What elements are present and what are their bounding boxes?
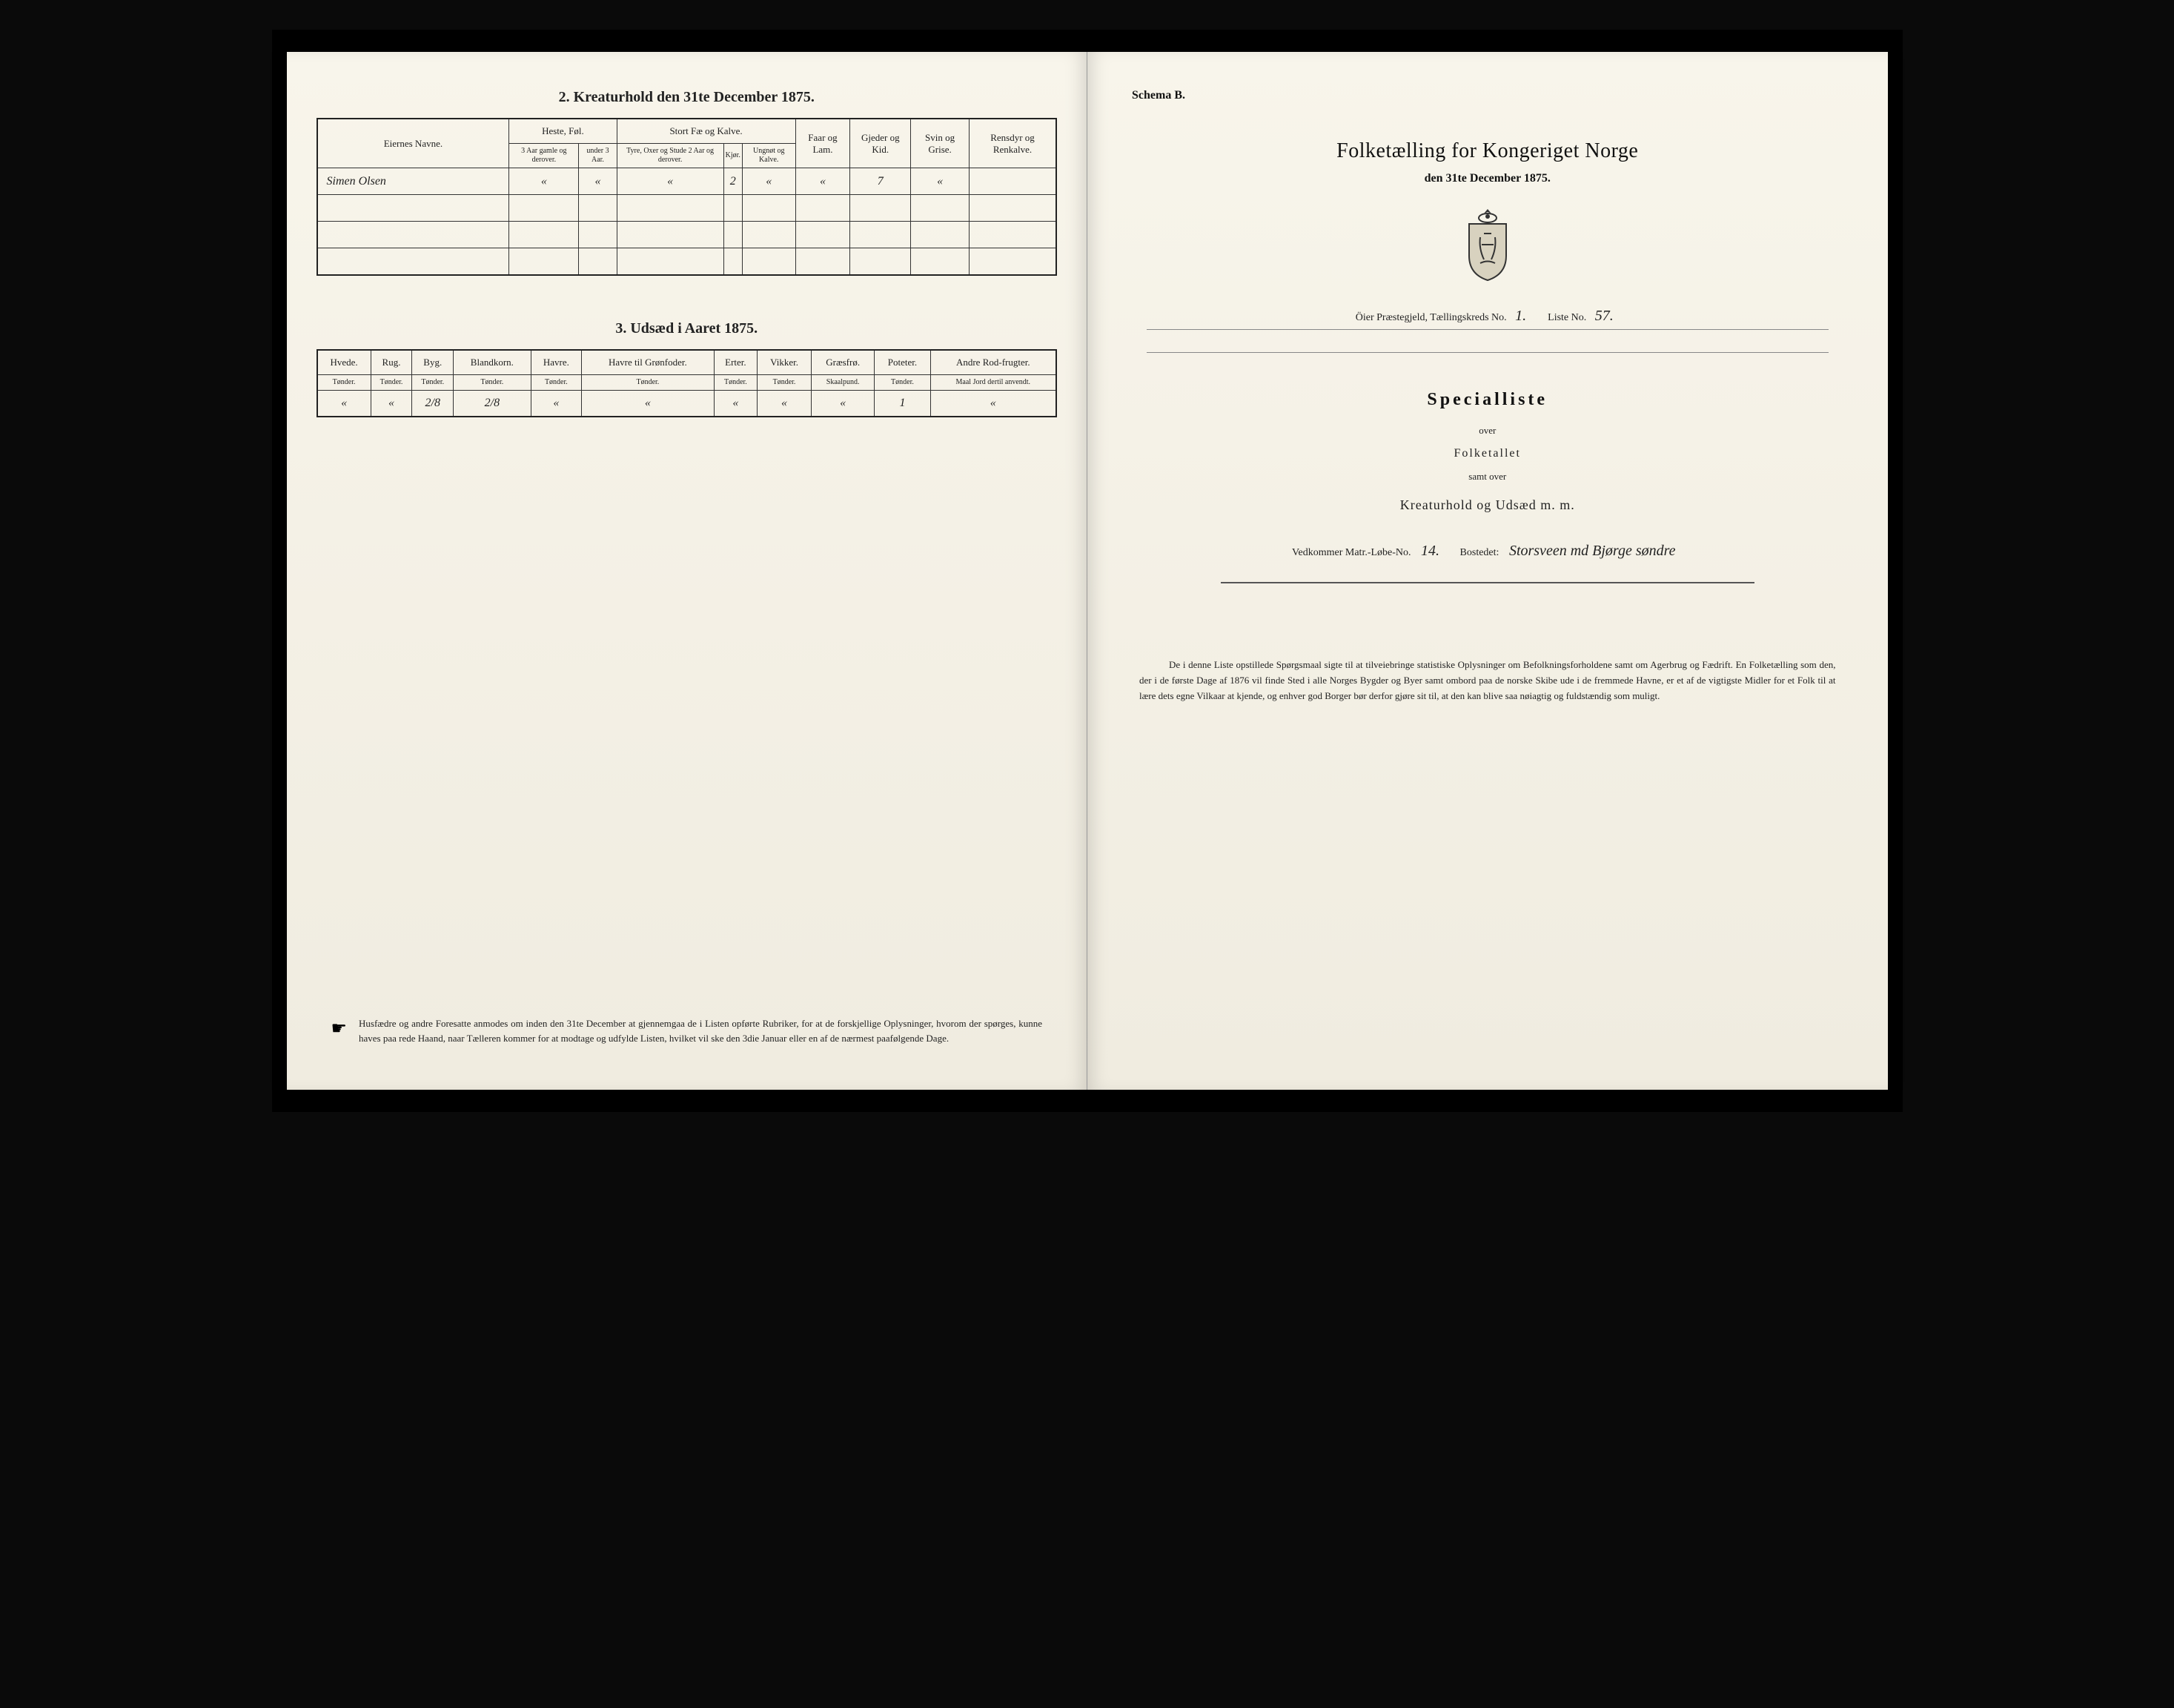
t2-v7: « — [911, 168, 970, 195]
footnote-text: Husfædre og andre Foresatte anmodes om i… — [359, 1016, 1042, 1045]
left-footnote: ☛ Husfædre og andre Foresatte anmodes om… — [331, 1016, 1043, 1045]
t3-v0: « — [317, 390, 371, 417]
matr-label: Vedkommer Matr.-Løbe-No. — [1292, 547, 1411, 558]
col-gjeder: Gjeder og Kid. — [850, 119, 911, 168]
specialliste-title: Specialliste — [1117, 390, 1858, 410]
pointing-hand-icon: ☛ — [331, 1018, 348, 1045]
over-label: over — [1117, 425, 1858, 437]
table2-empty-1 — [317, 195, 1057, 222]
district-line: Öier Præstegjeld, Tællingskreds No. 1. L… — [1147, 308, 1829, 330]
sub-s3: Ungnøt og Kalve. — [742, 144, 795, 168]
t3-h10: Andre Rod-frugter. — [930, 350, 1056, 375]
right-page: Schema B. Folketælling for Kongeriget No… — [1087, 52, 1888, 1090]
schema-label: Schema B. — [1132, 89, 1858, 102]
t3-sub-row: Tønder. Tønder. Tønder. Tønder. Tønder. … — [317, 374, 1057, 390]
kreatur-label: Kreaturhold og Udsæd m. m. — [1117, 497, 1858, 513]
col-faar: Faar og Lam. — [795, 119, 850, 168]
t3-v6: « — [714, 390, 757, 417]
table2-empty-3 — [317, 248, 1057, 275]
district-prefix: Öier — [1356, 312, 1374, 323]
t3-s1: Tønder. — [371, 374, 412, 390]
district-rule — [1147, 352, 1829, 353]
bosted-value: Storsveen md Bjørge søndre — [1502, 543, 1683, 559]
sub-h2: under 3 Aar. — [579, 144, 617, 168]
left-page: 2. Kreaturhold den 31te December 1875. E… — [287, 52, 1088, 1090]
t3-s7: Tønder. — [758, 374, 812, 390]
t3-s10: Maal Jord dertil anvendt. — [930, 374, 1056, 390]
t3-v5: « — [582, 390, 715, 417]
section2-title: 2. Kreaturhold den 31te December 1875. — [317, 89, 1058, 106]
matr-rule — [1221, 582, 1754, 583]
t3-s3: Tønder. — [454, 374, 531, 390]
book-spread: 2. Kreaturhold den 31te December 1875. E… — [287, 52, 1888, 1090]
t3-h8: Græsfrø. — [811, 350, 874, 375]
sub-h1: 3 Aar gamle og derover. — [509, 144, 579, 168]
t2-v0: « — [509, 168, 579, 195]
district-label: Præstegjeld, Tællingskreds No. — [1376, 312, 1509, 323]
coat-of-arms-icon — [1117, 208, 1858, 285]
sub-s2: Kjør. — [723, 144, 742, 168]
t3-s0: Tønder. — [317, 374, 371, 390]
t3-v4: « — [531, 390, 581, 417]
district-no: 1. — [1509, 308, 1532, 324]
t3-h9: Poteter. — [875, 350, 930, 375]
t3-v1: « — [371, 390, 412, 417]
grp-heste: Heste, Føl. — [509, 119, 617, 144]
col-rens: Rensdyr og Renkalve. — [969, 119, 1056, 168]
col-eier: Eiernes Navne. — [317, 119, 509, 168]
col-svin: Svin og Grise. — [911, 119, 970, 168]
t3-s8: Skaalpund. — [811, 374, 874, 390]
t3-v3: 2/8 — [454, 390, 531, 417]
t2-v3: 2 — [723, 168, 742, 195]
t3-h1: Rug. — [371, 350, 412, 375]
t2-v4: « — [742, 168, 795, 195]
table-udsaed: Hvede. Rug. Byg. Blandkorn. Havre. Havre… — [317, 349, 1058, 418]
scan-frame: 2. Kreaturhold den 31te December 1875. E… — [272, 30, 1903, 1112]
t3-v8: « — [811, 390, 874, 417]
t3-s9: Tønder. — [875, 374, 930, 390]
grp-storfe: Stort Fæ og Kalve. — [617, 119, 795, 144]
title-block: Folketælling for Kongeriget Norge den 31… — [1117, 139, 1858, 185]
liste-no: 57. — [1589, 308, 1620, 324]
right-foot-text: De i denne Liste opstillede Spørgsmaal s… — [1139, 659, 1836, 701]
table2-row-0: Simen Olsen « « « 2 « « 7 « — [317, 168, 1057, 195]
row-name: Simen Olsen — [317, 168, 509, 195]
t3-s6: Tønder. — [714, 374, 757, 390]
t3-h7: Vikker. — [758, 350, 812, 375]
t3-h6: Erter. — [714, 350, 757, 375]
t2-v5: « — [795, 168, 850, 195]
table2-empty-2 — [317, 222, 1057, 248]
t3-h5: Havre til Grønfoder. — [582, 350, 715, 375]
matr-line: Vedkommer Matr.-Løbe-No. 14. Bostedet: S… — [1132, 543, 1843, 560]
liste-label: Liste No. — [1548, 312, 1586, 323]
t3-data-row: « « 2/8 2/8 « « « « « 1 « — [317, 390, 1057, 417]
t3-h3: Blandkorn. — [454, 350, 531, 375]
folketallet-label: Folketallet — [1117, 447, 1858, 460]
bosted-label: Bostedet: — [1460, 547, 1499, 558]
t3-h4: Havre. — [531, 350, 581, 375]
samt-label: samt over — [1117, 471, 1858, 483]
t3-head-row: Hvede. Rug. Byg. Blandkorn. Havre. Havre… — [317, 350, 1057, 375]
t3-h2: Byg. — [412, 350, 454, 375]
sub-title: den 31te December 1875. — [1117, 172, 1858, 185]
table-kreaturhold: Eiernes Navne. Heste, Føl. Stort Fæ og K… — [317, 118, 1058, 276]
section3-title: 3. Udsæd i Aaret 1875. — [317, 320, 1058, 337]
t2-v6: 7 — [850, 168, 911, 195]
t2-v8 — [969, 168, 1056, 195]
matr-no: 14. — [1414, 543, 1447, 559]
t3-v9: 1 — [875, 390, 930, 417]
right-footnote: De i denne Liste opstillede Spørgsmaal s… — [1139, 658, 1836, 704]
t3-v2: 2/8 — [412, 390, 454, 417]
t3-v10: « — [930, 390, 1056, 417]
t3-s5: Tønder. — [582, 374, 715, 390]
t3-s4: Tønder. — [531, 374, 581, 390]
t2-v1: « — [579, 168, 617, 195]
t3-s2: Tønder. — [412, 374, 454, 390]
sub-s1: Tyre, Oxer og Stude 2 Aar og derover. — [617, 144, 723, 168]
t2-v2: « — [617, 168, 723, 195]
main-title: Folketælling for Kongeriget Norge — [1117, 139, 1858, 163]
t3-h0: Hvede. — [317, 350, 371, 375]
t3-v7: « — [758, 390, 812, 417]
